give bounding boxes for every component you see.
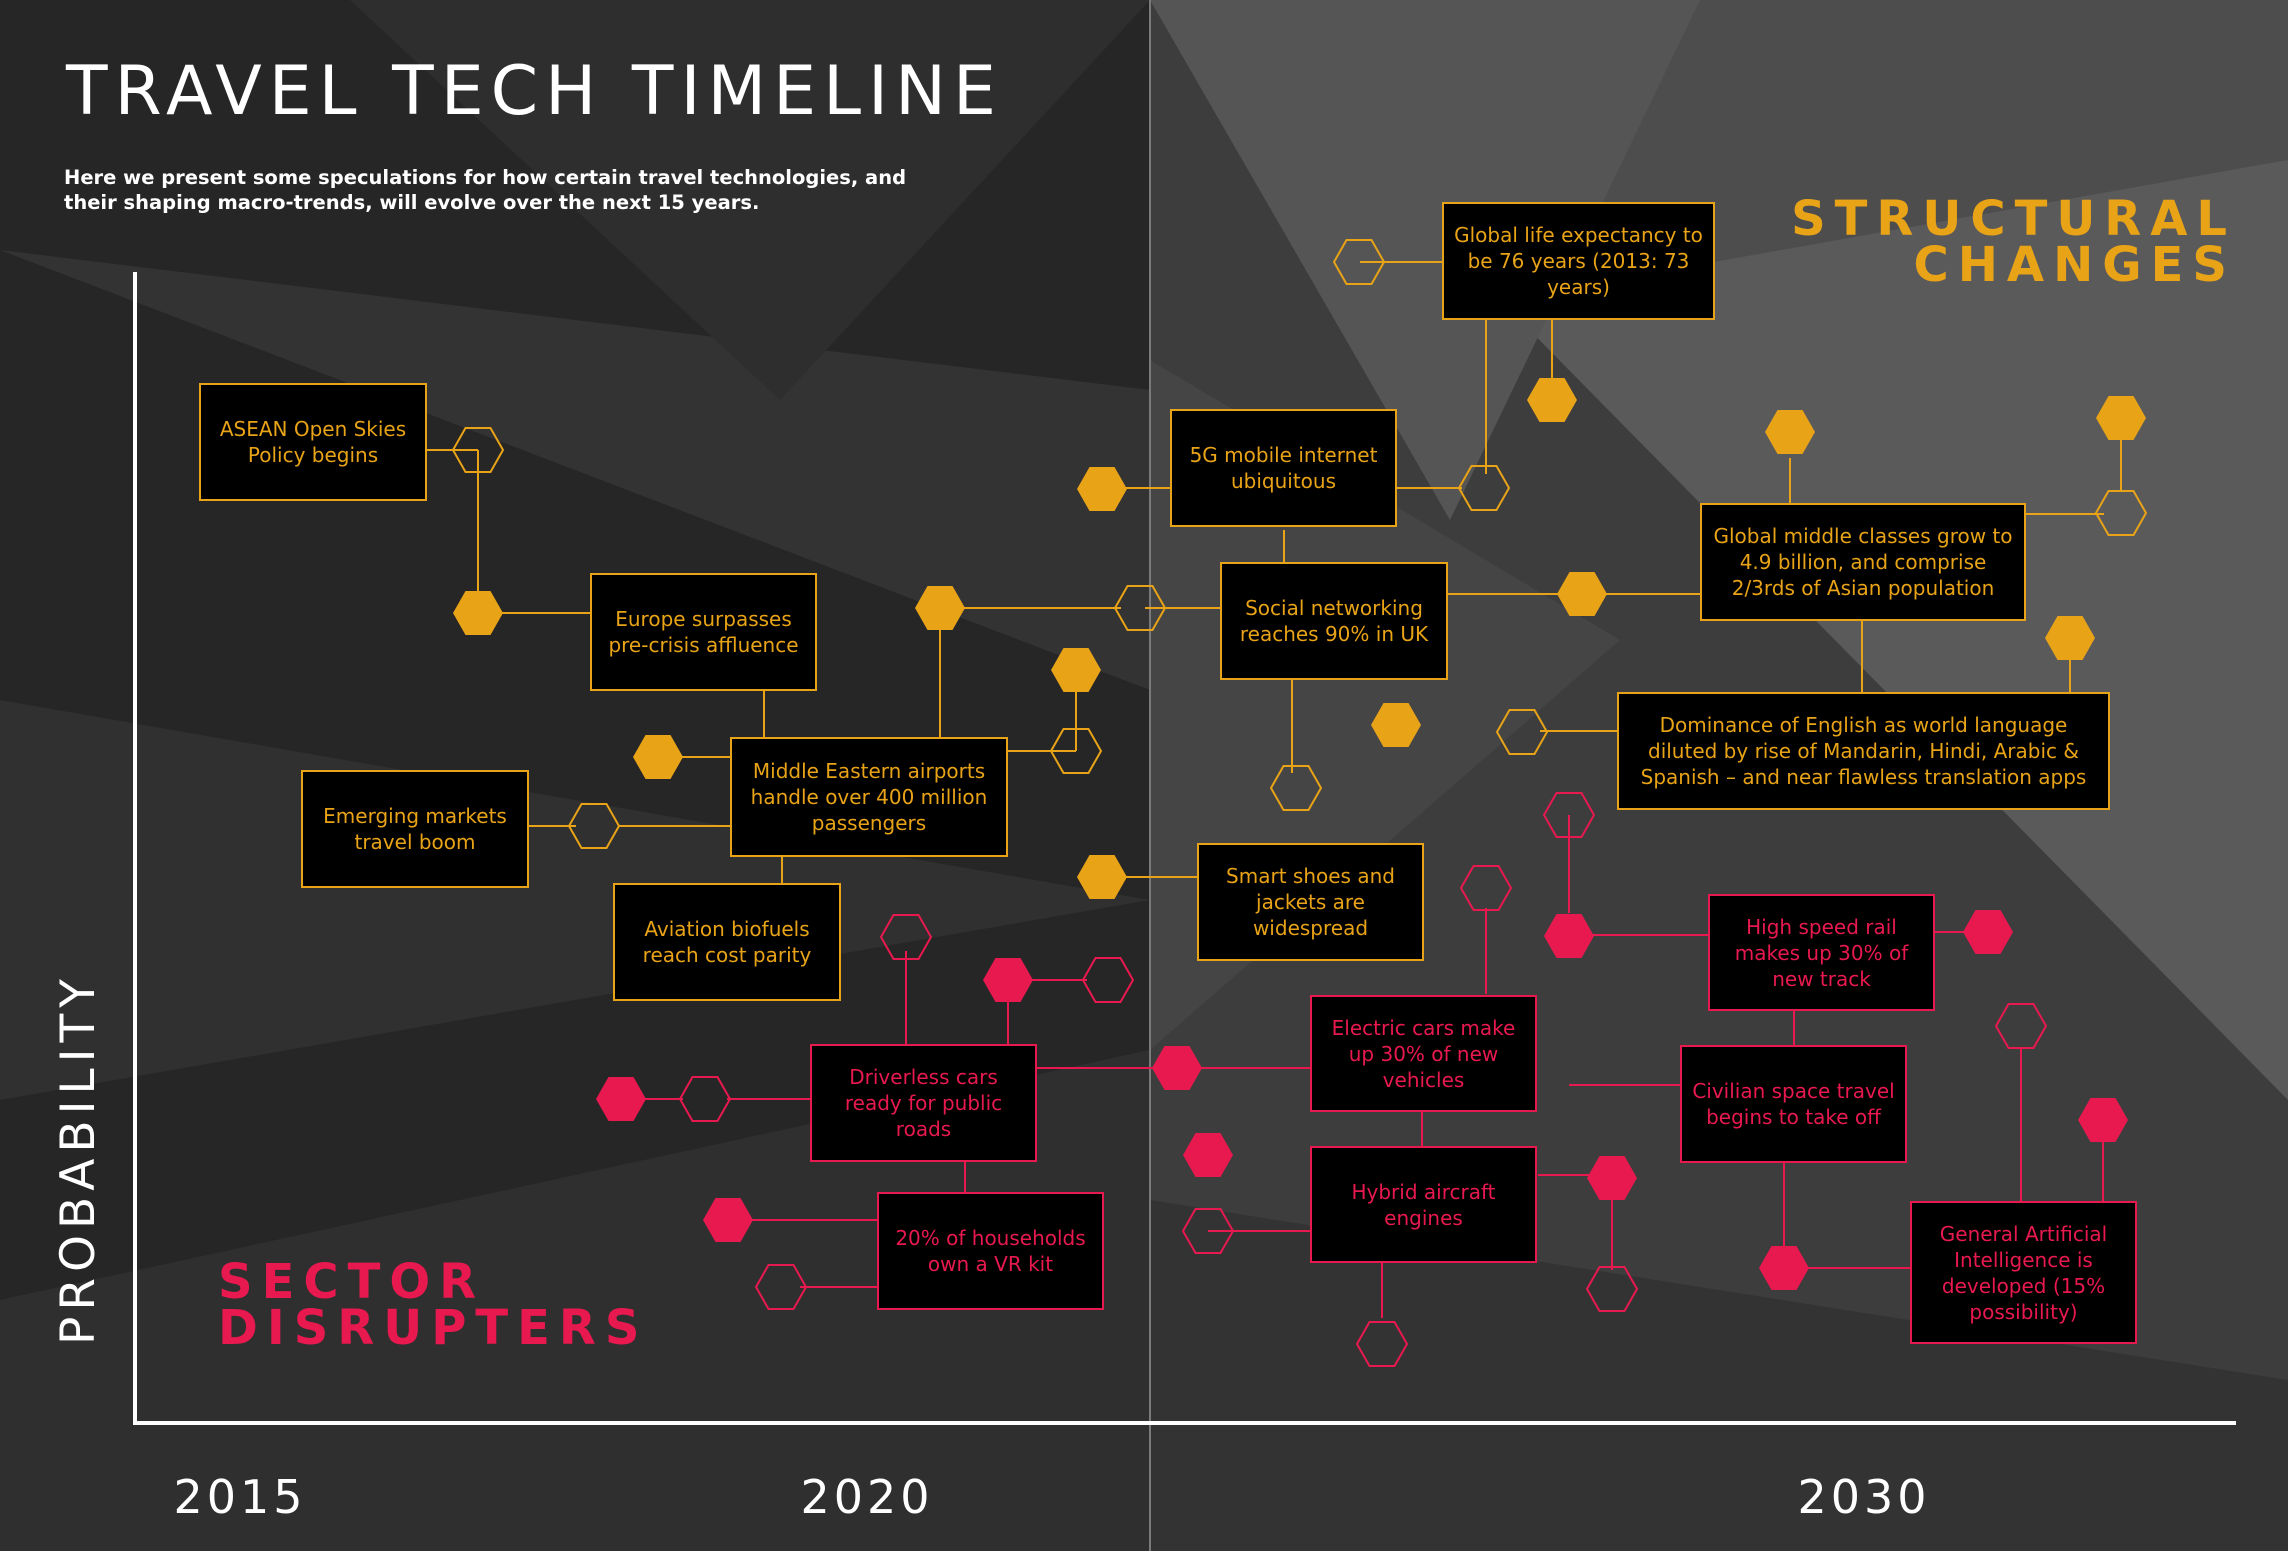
background-facet — [1150, 1200, 2288, 1551]
event-aviation-biofuels: Aviation biofuels reach cost parity — [613, 883, 841, 1001]
outline-hexagon-icon — [1457, 465, 1511, 511]
background-facet — [1500, 160, 2288, 1100]
filled-hexagon-icon — [1527, 378, 1577, 422]
x-tick-2030: 2030 — [1797, 1470, 1931, 1524]
outline-hexagon-icon — [754, 1264, 808, 1310]
subtitle: Here we present some speculations for ho… — [64, 166, 907, 214]
filled-hexagon-icon — [1587, 1156, 1637, 1200]
filled-hexagon-icon — [453, 591, 503, 635]
event-middle-eastern-airports: Middle Eastern airports handle over 400 … — [730, 737, 1008, 857]
event-hybrid-aircraft: Hybrid aircraft engines — [1310, 1146, 1537, 1263]
event-social-networking: Social networking reaches 90% in UK — [1220, 562, 1448, 680]
y-axis-label: PROBABILITY — [51, 973, 106, 1345]
outline-hexagon-icon — [1081, 957, 1135, 1003]
background-facet — [1150, 0, 1700, 520]
outline-hexagon-icon — [1542, 792, 1596, 838]
outline-hexagon-icon — [1355, 1321, 1409, 1367]
outline-hexagon-icon — [567, 803, 621, 849]
filled-hexagon-icon — [1544, 914, 1594, 958]
filled-hexagon-icon — [1051, 648, 1101, 692]
filled-hexagon-icon — [1963, 910, 2013, 954]
filled-hexagon-icon — [1183, 1133, 1233, 1177]
outline-hexagon-icon — [1049, 728, 1103, 774]
outline-hexagon-icon — [1113, 585, 1167, 631]
background-facet — [0, 700, 1150, 1100]
background-facet — [0, 1050, 1150, 1551]
outline-hexagon-icon — [879, 914, 933, 960]
event-electric-cars: Electric cars make up 30% of new vehicle… — [1310, 995, 1537, 1112]
outline-hexagon-icon — [678, 1076, 732, 1122]
filled-hexagon-icon — [633, 735, 683, 779]
structural-changes-label: STRUCTURAL CHANGES — [1791, 195, 2236, 289]
event-europe-affluence: Europe surpasses pre-crisis affluence — [590, 573, 817, 691]
filled-hexagon-icon — [703, 1198, 753, 1242]
outline-hexagon-icon — [1332, 239, 1386, 285]
label-text: STRUCTURAL CHANGES — [1791, 191, 2236, 293]
filled-hexagon-icon — [1765, 410, 1815, 454]
filled-hexagon-icon — [1077, 467, 1127, 511]
outline-hexagon-icon — [1269, 765, 1323, 811]
outline-hexagon-icon — [451, 427, 505, 473]
filled-hexagon-icon — [983, 958, 1033, 1002]
page-title: TRAVEL TECH TIMELINE — [66, 52, 1003, 131]
event-civilian-space: Civilian space travel begins to take off — [1680, 1045, 1907, 1163]
event-life-expectancy: Global life expectancy to be 76 years (2… — [1442, 202, 1715, 320]
filled-hexagon-icon — [1557, 572, 1607, 616]
x-tick-2015: 2015 — [173, 1470, 307, 1524]
outline-hexagon-icon — [1994, 1003, 2048, 1049]
outline-hexagon-icon — [1495, 709, 1549, 755]
event-emerging-markets: Emerging markets travel boom — [301, 770, 529, 888]
background-facet — [350, 0, 1150, 400]
filled-hexagon-icon — [2045, 616, 2095, 660]
event-middle-classes: Global middle classes grow to 4.9 billio… — [1700, 503, 2026, 621]
outline-hexagon-icon — [1181, 1208, 1235, 1254]
event-high-speed-rail: High speed rail makes up 30% of new trac… — [1708, 894, 1935, 1011]
filled-hexagon-icon — [2078, 1098, 2128, 1142]
outline-hexagon-icon — [1585, 1266, 1639, 1312]
filled-hexagon-icon — [596, 1077, 646, 1121]
filled-hexagon-icon — [2096, 396, 2146, 440]
filled-hexagon-icon — [915, 586, 965, 630]
event-5g-mobile: 5G mobile internet ubiquitous — [1170, 409, 1397, 527]
event-asean-open-skies: ASEAN Open Skies Policy begins — [199, 383, 427, 501]
background-facet — [0, 250, 1150, 690]
event-general-ai: General Artificial Intelligence is devel… — [1910, 1201, 2137, 1344]
outline-hexagon-icon — [1459, 865, 1513, 911]
x-tick-2020: 2020 — [800, 1470, 934, 1524]
filled-hexagon-icon — [1077, 855, 1127, 899]
filled-hexagon-icon — [1152, 1046, 1202, 1090]
event-smart-shoes: Smart shoes and jackets are widespread — [1197, 843, 1424, 961]
sector-disrupters-label: SECTOR DISRUPTERS — [218, 1258, 648, 1352]
event-driverless-cars: Driverless cars ready for public roads — [810, 1044, 1037, 1162]
label-text: SECTOR DISRUPTERS — [218, 1254, 649, 1356]
filled-hexagon-icon — [1371, 703, 1421, 747]
event-english-dominance: Dominance of English as world language d… — [1617, 692, 2110, 810]
filled-hexagon-icon — [1759, 1246, 1809, 1290]
event-vr-kit: 20% of households own a VR kit — [877, 1192, 1104, 1310]
outline-hexagon-icon — [2094, 490, 2148, 536]
